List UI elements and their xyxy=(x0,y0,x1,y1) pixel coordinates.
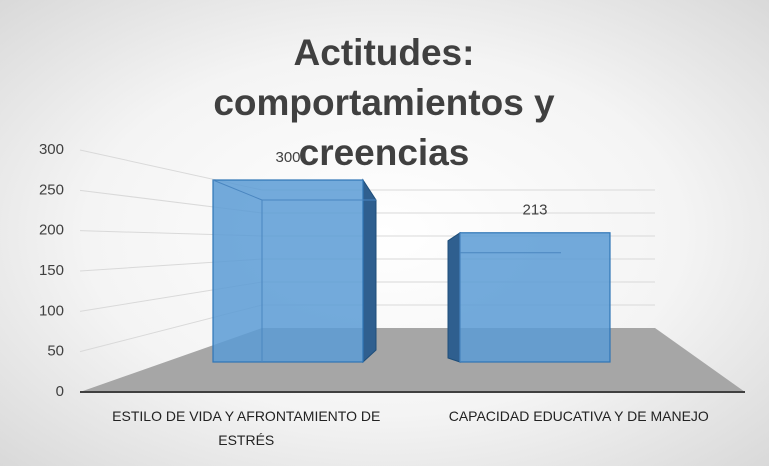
bar xyxy=(447,231,611,363)
floor xyxy=(80,328,745,392)
bar-part xyxy=(362,178,377,364)
bar-part xyxy=(212,179,263,201)
bar-part xyxy=(447,231,461,363)
y-tick-label: 100 xyxy=(39,302,64,319)
grid-line xyxy=(79,149,655,191)
data-label: 213 xyxy=(522,202,547,219)
data-label: 300 xyxy=(275,149,300,166)
chart-title: Actitudes: comportamientos y creencias xyxy=(213,32,555,173)
bar-part xyxy=(459,232,611,363)
y-tick-label: 250 xyxy=(39,181,64,198)
y-tick-label: 50 xyxy=(47,343,64,360)
y-tick-label: 300 xyxy=(39,141,64,158)
bar xyxy=(212,178,377,364)
x-tick-label: CAPACIDAD EDUCATIVA Y DE MANEJO xyxy=(448,408,709,424)
y-tick-label: 0 xyxy=(56,383,64,400)
y-tick-label: 200 xyxy=(39,222,64,239)
x-tick-label: ESTILO DE VIDA Y AFRONTAMIENTO DE ESTRÉS xyxy=(112,408,381,448)
bar-part xyxy=(212,179,364,363)
y-tick-label: 150 xyxy=(39,262,64,279)
